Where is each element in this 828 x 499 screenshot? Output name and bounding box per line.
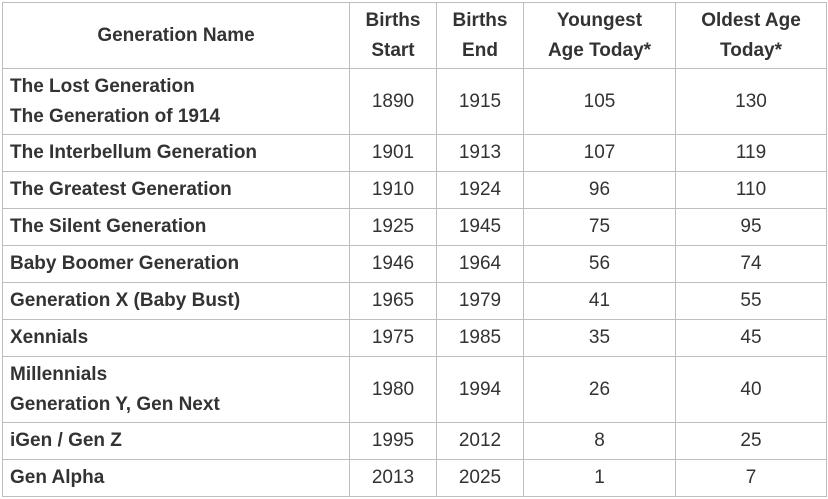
oldest-age-cell: 119 (675, 134, 827, 172)
births-start-cell: 1975 (349, 319, 437, 357)
table-row: Xennials 1975 1985 35 45 (2, 319, 827, 357)
generation-name-cell: The Lost Generation The Generation of 191… (2, 68, 350, 135)
oldest-age-cell: 45 (675, 319, 827, 357)
generation-name-line: The Interbellum Generation (10, 142, 258, 163)
generation-name-cell: The Interbellum Generation (2, 134, 350, 172)
births-start-cell: 1946 (349, 245, 437, 283)
header-text-line: Start (371, 39, 415, 61)
oldest-age-cell: 7 (675, 459, 827, 497)
header-row: Generation Name Births Start Births End Young… (2, 2, 827, 69)
youngest-age-cell: 26 (523, 356, 676, 423)
births-end-cell: 1915 (436, 68, 524, 135)
header-text-line: End (462, 39, 498, 61)
header-text-line: Youngest (556, 9, 643, 31)
table-row: iGen / Gen Z 1995 2012 8 25 (2, 422, 827, 460)
births-start-cell: 1925 (349, 208, 437, 246)
births-end-cell: 1945 (436, 208, 524, 246)
table-row: The Lost Generation The Generation of 191… (2, 68, 827, 135)
generation-name-line: iGen / Gen Z (10, 430, 122, 451)
header-oldest-age: Oldest Age Today* (675, 2, 827, 69)
generation-name-line: Generation Y, Gen Next (10, 393, 220, 415)
header-text-line: Births (365, 9, 421, 31)
generation-name-cell: Millennials Generation Y, Gen Next (2, 356, 350, 423)
table-body: The Lost Generation The Generation of 191… (2, 68, 827, 497)
header-text-line: Today* (720, 39, 782, 61)
births-start-cell: 1890 (349, 68, 437, 135)
generation-name-line: The Lost Generation (10, 75, 195, 97)
births-start-cell: 1965 (349, 282, 437, 320)
youngest-age-cell: 41 (523, 282, 676, 320)
header-births-start: Births Start (349, 2, 437, 69)
generation-name-cell: iGen / Gen Z (2, 422, 350, 460)
header-births-end: Births End (436, 2, 524, 69)
generation-name-line: The Greatest Generation (10, 179, 232, 200)
births-start-cell: 1910 (349, 171, 437, 209)
births-start-cell: 1980 (349, 356, 437, 423)
table-row: Millennials Generation Y, Gen Next 1980 199… (2, 356, 827, 423)
generation-name-cell: Xennials (2, 319, 350, 357)
oldest-age-cell: 110 (675, 171, 827, 209)
generation-name-line: The Generation of 1914 (10, 105, 221, 127)
youngest-age-cell: 75 (523, 208, 676, 246)
header-text-line: Age Today* (547, 39, 652, 61)
header-text-line: Births (452, 9, 508, 31)
generation-name-cell: Generation X (Baby Bust) (2, 282, 350, 320)
header-text-line: Generation Name (97, 24, 255, 46)
youngest-age-cell: 56 (523, 245, 676, 283)
births-end-cell: 1964 (436, 245, 524, 283)
table-row: The Greatest Generation 1910 1924 96 110 (2, 171, 827, 209)
births-start-cell: 1901 (349, 134, 437, 172)
generation-name-line: Xennials (10, 327, 89, 348)
oldest-age-cell: 40 (675, 356, 827, 423)
youngest-age-cell: 105 (523, 68, 676, 135)
oldest-age-cell: 25 (675, 422, 827, 460)
table-row: The Silent Generation 1925 1945 75 95 (2, 208, 827, 246)
oldest-age-cell: 95 (675, 208, 827, 246)
births-start-cell: 1995 (349, 422, 437, 460)
youngest-age-cell: 35 (523, 319, 676, 357)
youngest-age-cell: 107 (523, 134, 676, 172)
births-end-cell: 1985 (436, 319, 524, 357)
generation-name-line: Gen Alpha (10, 467, 105, 488)
generation-name-cell: Gen Alpha (2, 459, 350, 497)
births-end-cell: 2012 (436, 422, 524, 460)
generation-name-line: Baby Boomer Generation (10, 253, 240, 274)
oldest-age-cell: 74 (675, 245, 827, 283)
generation-name-line: The Silent Generation (10, 216, 207, 237)
oldest-age-cell: 130 (675, 68, 827, 135)
youngest-age-cell: 8 (523, 422, 676, 460)
table-row: Generation X (Baby Bust) 1965 1979 41 55 (2, 282, 827, 320)
births-end-cell: 2025 (436, 459, 524, 497)
generation-name-cell: The Silent Generation (2, 208, 350, 246)
header-text-line: Oldest Age (701, 9, 801, 31)
births-end-cell: 1924 (436, 171, 524, 209)
youngest-age-cell: 1 (523, 459, 676, 497)
header-youngest-age: Youngest Age Today* (523, 2, 676, 69)
table-row: Gen Alpha 2013 2025 1 7 (2, 459, 827, 497)
youngest-age-cell: 96 (523, 171, 676, 209)
generation-name-line: Millennials (10, 363, 108, 385)
table-row: Baby Boomer Generation 1946 1964 56 74 (2, 245, 827, 283)
births-end-cell: 1979 (436, 282, 524, 320)
births-end-cell: 1913 (436, 134, 524, 172)
generation-name-cell: The Greatest Generation (2, 171, 350, 209)
table-row: The Interbellum Generation 1901 1913 107 119 (2, 134, 827, 172)
oldest-age-cell: 55 (675, 282, 827, 320)
births-start-cell: 2013 (349, 459, 437, 497)
generation-name-cell: Baby Boomer Generation (2, 245, 350, 283)
generation-name-line: Generation X (Baby Bust) (10, 290, 241, 311)
header-generation-name: Generation Name (2, 2, 350, 69)
births-end-cell: 1994 (436, 356, 524, 423)
